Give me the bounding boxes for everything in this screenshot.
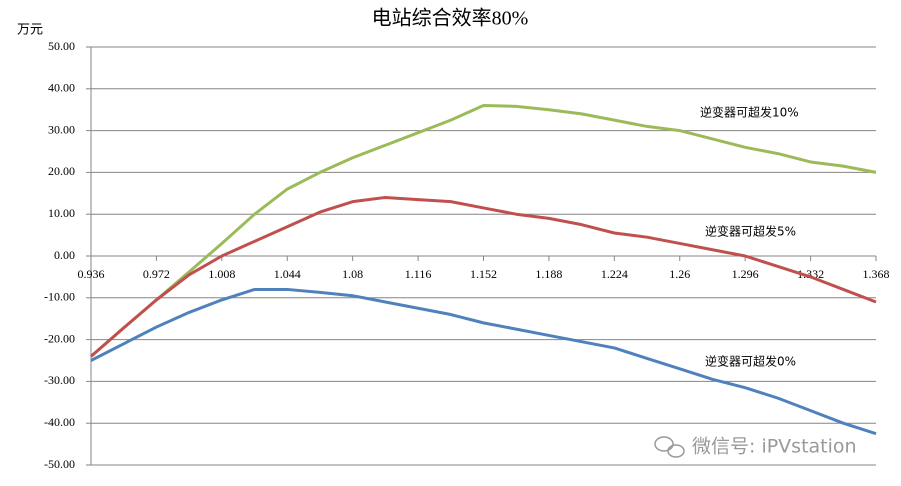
x-tick-label: 1.008 — [208, 267, 235, 281]
x-tick-label: 1.368 — [863, 267, 890, 281]
x-tick-label: 1.152 — [470, 267, 497, 281]
x-tick-label: 0.936 — [78, 267, 105, 281]
x-tick-label: 1.224 — [601, 267, 628, 281]
y-tick-label: 30.00 — [48, 122, 75, 136]
x-tick-label: 0.972 — [143, 267, 170, 281]
x-tick-label: 1.332 — [797, 267, 824, 281]
watermark: 微信号: iPVstation — [692, 436, 857, 458]
series-label: 逆变器可超发5% — [705, 224, 796, 239]
y-tick-label: 20.00 — [48, 164, 75, 178]
y-tick-label: -20.00 — [44, 331, 75, 345]
x-tick-label: 1.188 — [535, 267, 562, 281]
series-line — [90, 104, 877, 358]
chart-title: 电站综合效率80% — [372, 7, 529, 30]
y-tick-label: 40.00 — [48, 81, 75, 95]
y-axis-label: 万元 — [17, 23, 43, 38]
x-tick-label: 1.26 — [669, 267, 690, 281]
series-line — [90, 195, 877, 358]
y-tick-label: 0.00 — [54, 248, 75, 262]
x-tick-label: 1.044 — [274, 267, 301, 281]
y-tick-label: 50.00 — [48, 39, 75, 53]
y-tick-label: -50.00 — [44, 457, 75, 471]
y-tick-label: -10.00 — [44, 290, 75, 304]
series-label: 逆变器可超发0% — [705, 354, 796, 369]
series-label: 逆变器可超发10% — [700, 105, 799, 120]
x-tick-label: 1.08 — [342, 267, 363, 281]
y-tick-label: -30.00 — [44, 373, 75, 387]
x-tick-label: 1.296 — [732, 267, 759, 281]
x-tick-label: 1.116 — [405, 267, 432, 281]
y-tick-label: 10.00 — [48, 206, 75, 220]
watermark-icon — [654, 436, 685, 458]
y-tick-label: -40.00 — [44, 415, 75, 429]
series-line — [90, 287, 877, 436]
